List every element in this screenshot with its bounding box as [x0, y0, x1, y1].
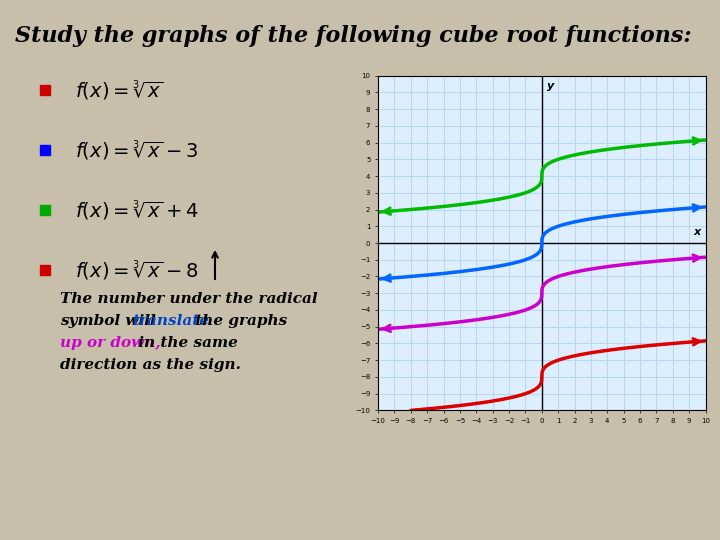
Text: the graphs: the graphs	[190, 314, 287, 328]
Text: $f(x) = \sqrt[3]{x} + 4$: $f(x) = \sqrt[3]{x} + 4$	[75, 198, 199, 222]
Text: $f(x) = \sqrt[3]{x} - 3$: $f(x) = \sqrt[3]{x} - 3$	[75, 138, 198, 162]
Text: y: y	[546, 80, 554, 91]
Text: $f(x) = \sqrt[3]{x} - 8$: $f(x) = \sqrt[3]{x} - 8$	[75, 258, 198, 282]
Text: Study the graphs of the following cube root functions:: Study the graphs of the following cube r…	[15, 25, 692, 47]
Text: symbol will: symbol will	[60, 314, 161, 328]
Text: $f(x) = \sqrt[3]{x}$: $f(x) = \sqrt[3]{x}$	[75, 78, 163, 102]
Text: in the same: in the same	[133, 336, 238, 350]
Text: x: x	[693, 227, 701, 237]
Text: direction as the sign.: direction as the sign.	[60, 358, 241, 372]
Text: up or down,: up or down,	[60, 336, 161, 350]
Text: The number under the radical: The number under the radical	[60, 292, 318, 306]
Text: translate: translate	[132, 314, 209, 328]
